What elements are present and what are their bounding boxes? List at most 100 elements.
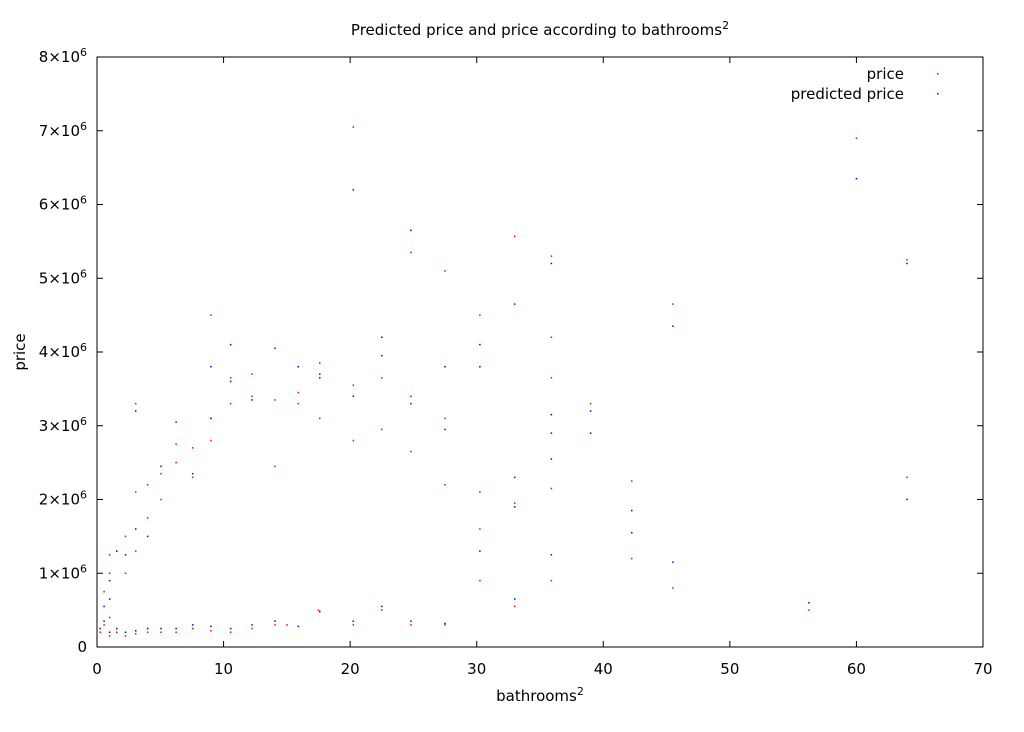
y-tick-label: 4×106 xyxy=(39,341,87,361)
data-point xyxy=(855,177,858,180)
data-point xyxy=(297,366,299,368)
y-tick-label: 6×106 xyxy=(39,194,87,214)
data-point xyxy=(229,377,232,379)
data-point xyxy=(210,625,212,628)
data-point xyxy=(134,402,137,405)
y-tick-label: 3×106 xyxy=(39,415,87,435)
data-point xyxy=(191,627,194,630)
data-point xyxy=(251,373,253,375)
data-point xyxy=(352,439,355,442)
series-predicted-price-points xyxy=(99,177,908,633)
data-point xyxy=(160,472,162,475)
data-point xyxy=(444,366,446,368)
x-tick-label: 20 xyxy=(341,660,360,678)
data-point xyxy=(352,624,355,626)
data-point xyxy=(210,417,212,420)
y-tick-label: 7×106 xyxy=(39,120,87,140)
data-point xyxy=(191,624,194,626)
data-point xyxy=(115,631,118,633)
data-point xyxy=(160,498,162,501)
data-point xyxy=(124,554,127,556)
data-point xyxy=(550,262,553,265)
legend-marker-predicted-price xyxy=(937,93,939,95)
data-point xyxy=(479,528,481,530)
data-point xyxy=(352,384,355,386)
legend-label-predicted-price: predicted price xyxy=(791,85,904,103)
data-point xyxy=(108,631,111,633)
data-point xyxy=(410,402,412,405)
x-tick-label: 70 xyxy=(973,660,992,678)
data-point xyxy=(103,624,105,626)
data-point xyxy=(808,609,810,611)
data-point xyxy=(550,336,553,338)
data-point xyxy=(410,251,412,254)
data-point xyxy=(444,622,446,625)
data-point xyxy=(108,635,111,637)
data-point xyxy=(479,366,481,368)
data-point xyxy=(146,517,149,519)
data-point xyxy=(175,631,177,633)
data-point xyxy=(550,413,553,416)
data-point xyxy=(134,410,137,412)
data-points xyxy=(99,126,908,637)
data-point xyxy=(513,476,516,479)
data-point xyxy=(550,487,553,490)
data-point xyxy=(410,624,412,626)
data-point xyxy=(906,498,908,501)
data-point xyxy=(319,417,321,420)
data-point xyxy=(115,550,118,552)
data-point xyxy=(146,631,149,633)
data-point xyxy=(444,428,446,431)
data-point xyxy=(906,476,908,479)
data-point xyxy=(672,587,674,589)
data-point xyxy=(251,627,253,630)
data-point xyxy=(103,605,105,608)
data-point xyxy=(444,624,446,626)
data-point xyxy=(550,458,553,460)
data-point xyxy=(229,402,232,405)
plot-area xyxy=(96,56,984,648)
data-point xyxy=(631,509,633,512)
data-point xyxy=(381,428,383,431)
data-point xyxy=(103,590,105,593)
y-axis-label: price xyxy=(11,333,29,370)
data-point xyxy=(410,229,412,232)
data-point xyxy=(134,550,137,552)
data-point xyxy=(381,336,383,338)
data-point xyxy=(99,627,101,630)
x-tick-label: 10 xyxy=(214,660,233,678)
data-point xyxy=(108,554,111,556)
data-point xyxy=(550,579,553,582)
data-point xyxy=(274,347,276,350)
y-tick-label: 2×106 xyxy=(39,489,87,509)
data-point xyxy=(160,465,162,468)
data-point xyxy=(108,616,111,619)
data-point xyxy=(124,535,127,538)
legend: price predicted price xyxy=(791,65,939,103)
data-point xyxy=(589,402,592,405)
data-point xyxy=(134,491,137,493)
data-point xyxy=(589,432,592,434)
data-point xyxy=(251,395,253,397)
data-point xyxy=(513,235,516,237)
data-point xyxy=(906,259,908,261)
data-point xyxy=(381,605,383,608)
data-point xyxy=(229,380,232,383)
data-point xyxy=(134,528,137,530)
data-point xyxy=(352,189,355,191)
data-point xyxy=(124,572,127,574)
data-point xyxy=(251,624,253,626)
data-point xyxy=(352,126,355,128)
x-tick-label: 30 xyxy=(467,660,486,678)
data-point xyxy=(410,620,412,622)
data-point xyxy=(589,410,592,412)
data-point xyxy=(146,535,149,538)
data-point xyxy=(672,325,674,327)
data-point xyxy=(319,373,321,375)
data-point xyxy=(410,395,412,397)
data-point xyxy=(297,391,299,394)
data-point xyxy=(175,461,177,464)
data-point xyxy=(124,635,127,637)
